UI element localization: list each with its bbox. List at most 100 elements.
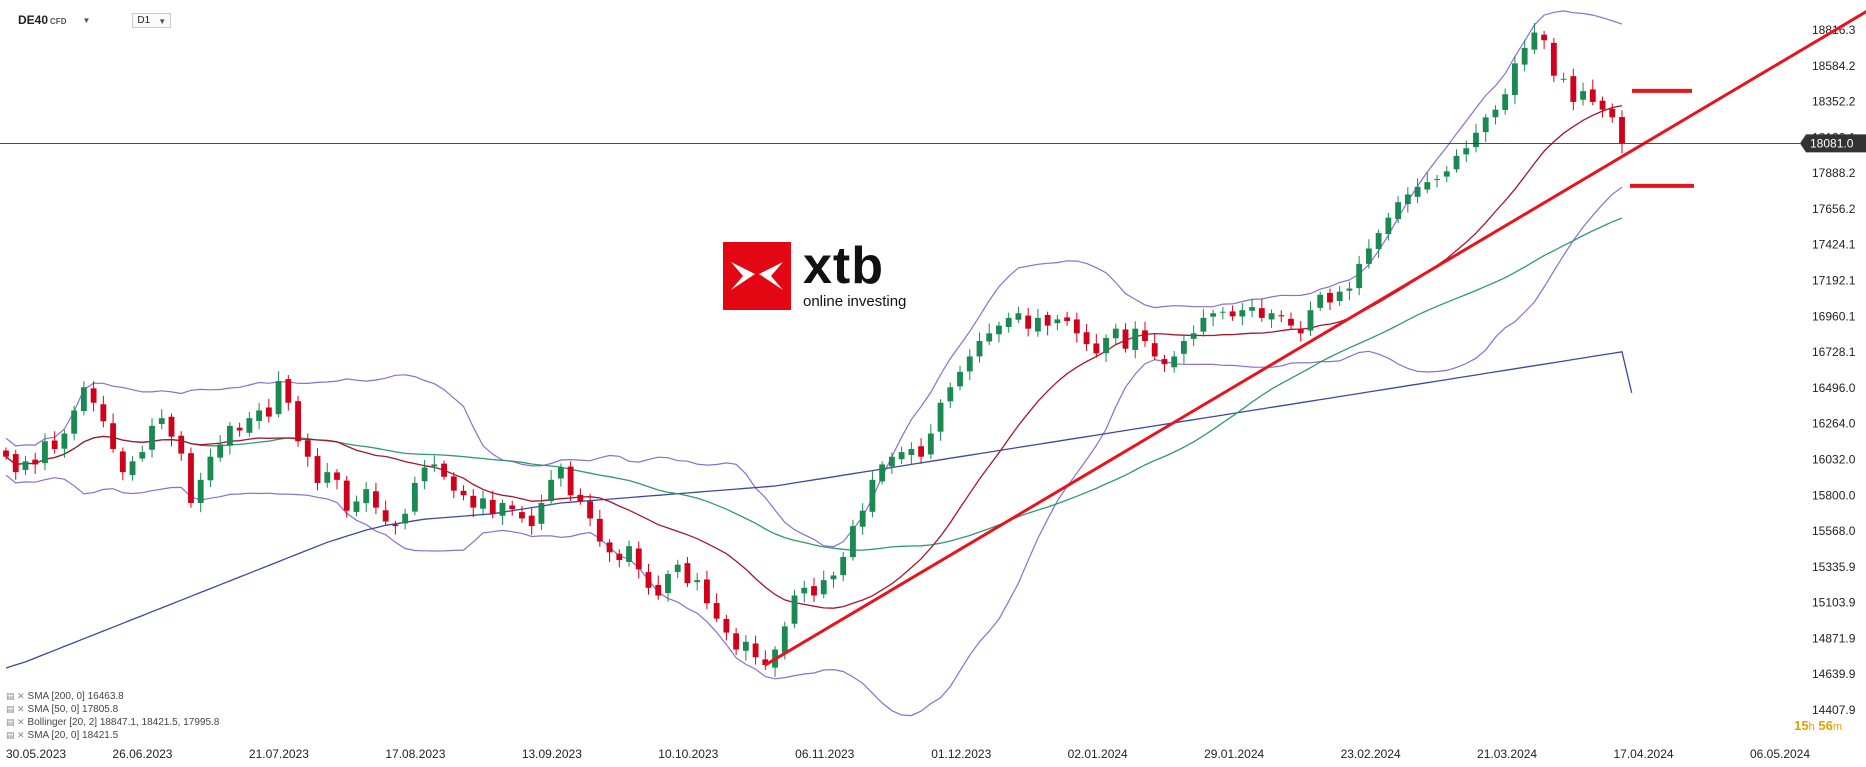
candle-body: [1443, 171, 1450, 177]
x-tick-label: 06.11.2023: [795, 747, 854, 761]
candle-body: [1112, 328, 1119, 339]
candle-body: [528, 515, 535, 527]
candle-body: [1521, 47, 1528, 65]
candle-body: [587, 501, 594, 519]
y-tick-label: 16496.0: [1812, 381, 1856, 395]
candle-body: [110, 423, 117, 449]
candle-body: [742, 641, 749, 651]
candle-body: [1103, 337, 1109, 354]
candle-body: [1580, 91, 1586, 100]
y-tick-label: 18584.2: [1812, 59, 1856, 73]
candle-body: [703, 579, 710, 604]
candle-body: [1073, 319, 1080, 334]
legend-item[interactable]: ▤ ✕ SMA [200, 0] 16463.8: [6, 691, 124, 702]
legend-item[interactable]: ▤ ✕ SMA [20, 0] 18421.5: [6, 730, 119, 741]
candle-body: [684, 563, 691, 584]
candle-body: [830, 575, 837, 580]
candle-body: [665, 573, 671, 594]
y-tick-label: 15103.9: [1812, 596, 1856, 610]
candle-body: [1317, 294, 1324, 308]
candle-body: [314, 456, 321, 483]
candle-body: [1511, 63, 1518, 95]
y-tick-label: 18352.2: [1812, 95, 1856, 109]
candle-body: [334, 472, 340, 480]
y-tick-label: 14639.9: [1812, 667, 1856, 681]
candle-body: [996, 325, 1002, 335]
candle-countdown: 15h 56m: [1794, 718, 1842, 733]
candle-body: [1404, 194, 1411, 205]
x-tick-label: 26.06.2023: [112, 747, 172, 761]
symbol-label[interactable]: DE40 CFD: [18, 13, 67, 27]
x-tick-label: 01.12.2023: [931, 747, 991, 761]
candle-body: [324, 472, 331, 483]
sma50-line: [5, 217, 1623, 551]
candle-body: [1161, 359, 1168, 365]
timeframe-select[interactable]: D1 ▼: [132, 12, 172, 28]
y-tick-label: 14407.9: [1812, 703, 1856, 717]
candle-body: [1278, 315, 1285, 317]
timeframe-chevron-down-icon[interactable]: ▼: [158, 16, 167, 26]
candles: [3, 23, 1625, 677]
candle-body: [674, 564, 681, 572]
legend-item[interactable]: ▤ ✕ SMA [50, 0] 17805.8: [6, 704, 119, 715]
candle-body: [1492, 109, 1499, 118]
x-tick-label: 21.07.2023: [249, 747, 309, 761]
candle-body: [1044, 314, 1051, 326]
candle-body: [80, 387, 87, 412]
candle-body: [1599, 100, 1606, 110]
candle-body: [548, 479, 555, 502]
candle-body: [256, 410, 263, 421]
candle-body: [1005, 317, 1012, 327]
symbol-chevron-down-icon[interactable]: ▼: [82, 15, 91, 25]
x-tick-label: 13.09.2023: [522, 747, 582, 761]
candle-body: [441, 463, 447, 477]
candle-body: [947, 387, 954, 402]
candle-body: [645, 572, 652, 588]
candle-body: [470, 495, 477, 508]
legend-item[interactable]: ▤ ✕ Bollinger [20, 2] 18847.1, 18421.5, 1…: [6, 717, 220, 728]
candle-body: [898, 452, 905, 460]
current-price-tag: [1800, 134, 1866, 153]
candle-body: [22, 461, 29, 470]
settings-close-icon: ▤ ✕: [6, 691, 25, 701]
candle-body: [285, 379, 292, 403]
candle-body: [1365, 248, 1372, 264]
candle-body: [1541, 34, 1548, 41]
candle-body: [713, 603, 720, 619]
x-tick-label: 30.05.2023: [6, 747, 66, 761]
candle-body: [1122, 329, 1129, 349]
candle-body: [226, 425, 233, 446]
y-tick-label: 17424.1: [1812, 238, 1856, 252]
candle-body: [158, 418, 165, 425]
candle-body: [655, 584, 662, 596]
candle-body: [1356, 263, 1363, 289]
x-tick-label: 10.10.2023: [658, 747, 718, 761]
candle-body: [188, 453, 194, 503]
candle-body: [100, 404, 107, 422]
candle-body: [859, 510, 866, 527]
candle-body: [1609, 108, 1616, 118]
candle-body: [1502, 94, 1509, 110]
y-tick-label: 17192.1: [1812, 274, 1856, 288]
candle-body: [1531, 32, 1538, 50]
candle-body: [1336, 291, 1343, 302]
candle-body: [1288, 318, 1294, 326]
candle-body: [752, 643, 759, 658]
candle-body: [42, 441, 48, 464]
candle-body: [723, 618, 730, 633]
candle-body: [509, 505, 516, 510]
candle-body: [616, 553, 623, 561]
candle-body: [840, 556, 847, 576]
candle-body: [918, 446, 925, 457]
x-tick-label: 17.08.2023: [385, 747, 445, 761]
candle-body: [265, 407, 272, 417]
candle-body: [402, 513, 409, 524]
xtb-logo-mark: [723, 242, 791, 310]
candle-body: [577, 494, 584, 502]
candle-body: [129, 461, 136, 476]
candle-body: [1219, 311, 1226, 313]
lower-trend-line: [764, 10, 1866, 667]
candle-body: [1560, 78, 1567, 80]
candle-body: [489, 499, 496, 514]
